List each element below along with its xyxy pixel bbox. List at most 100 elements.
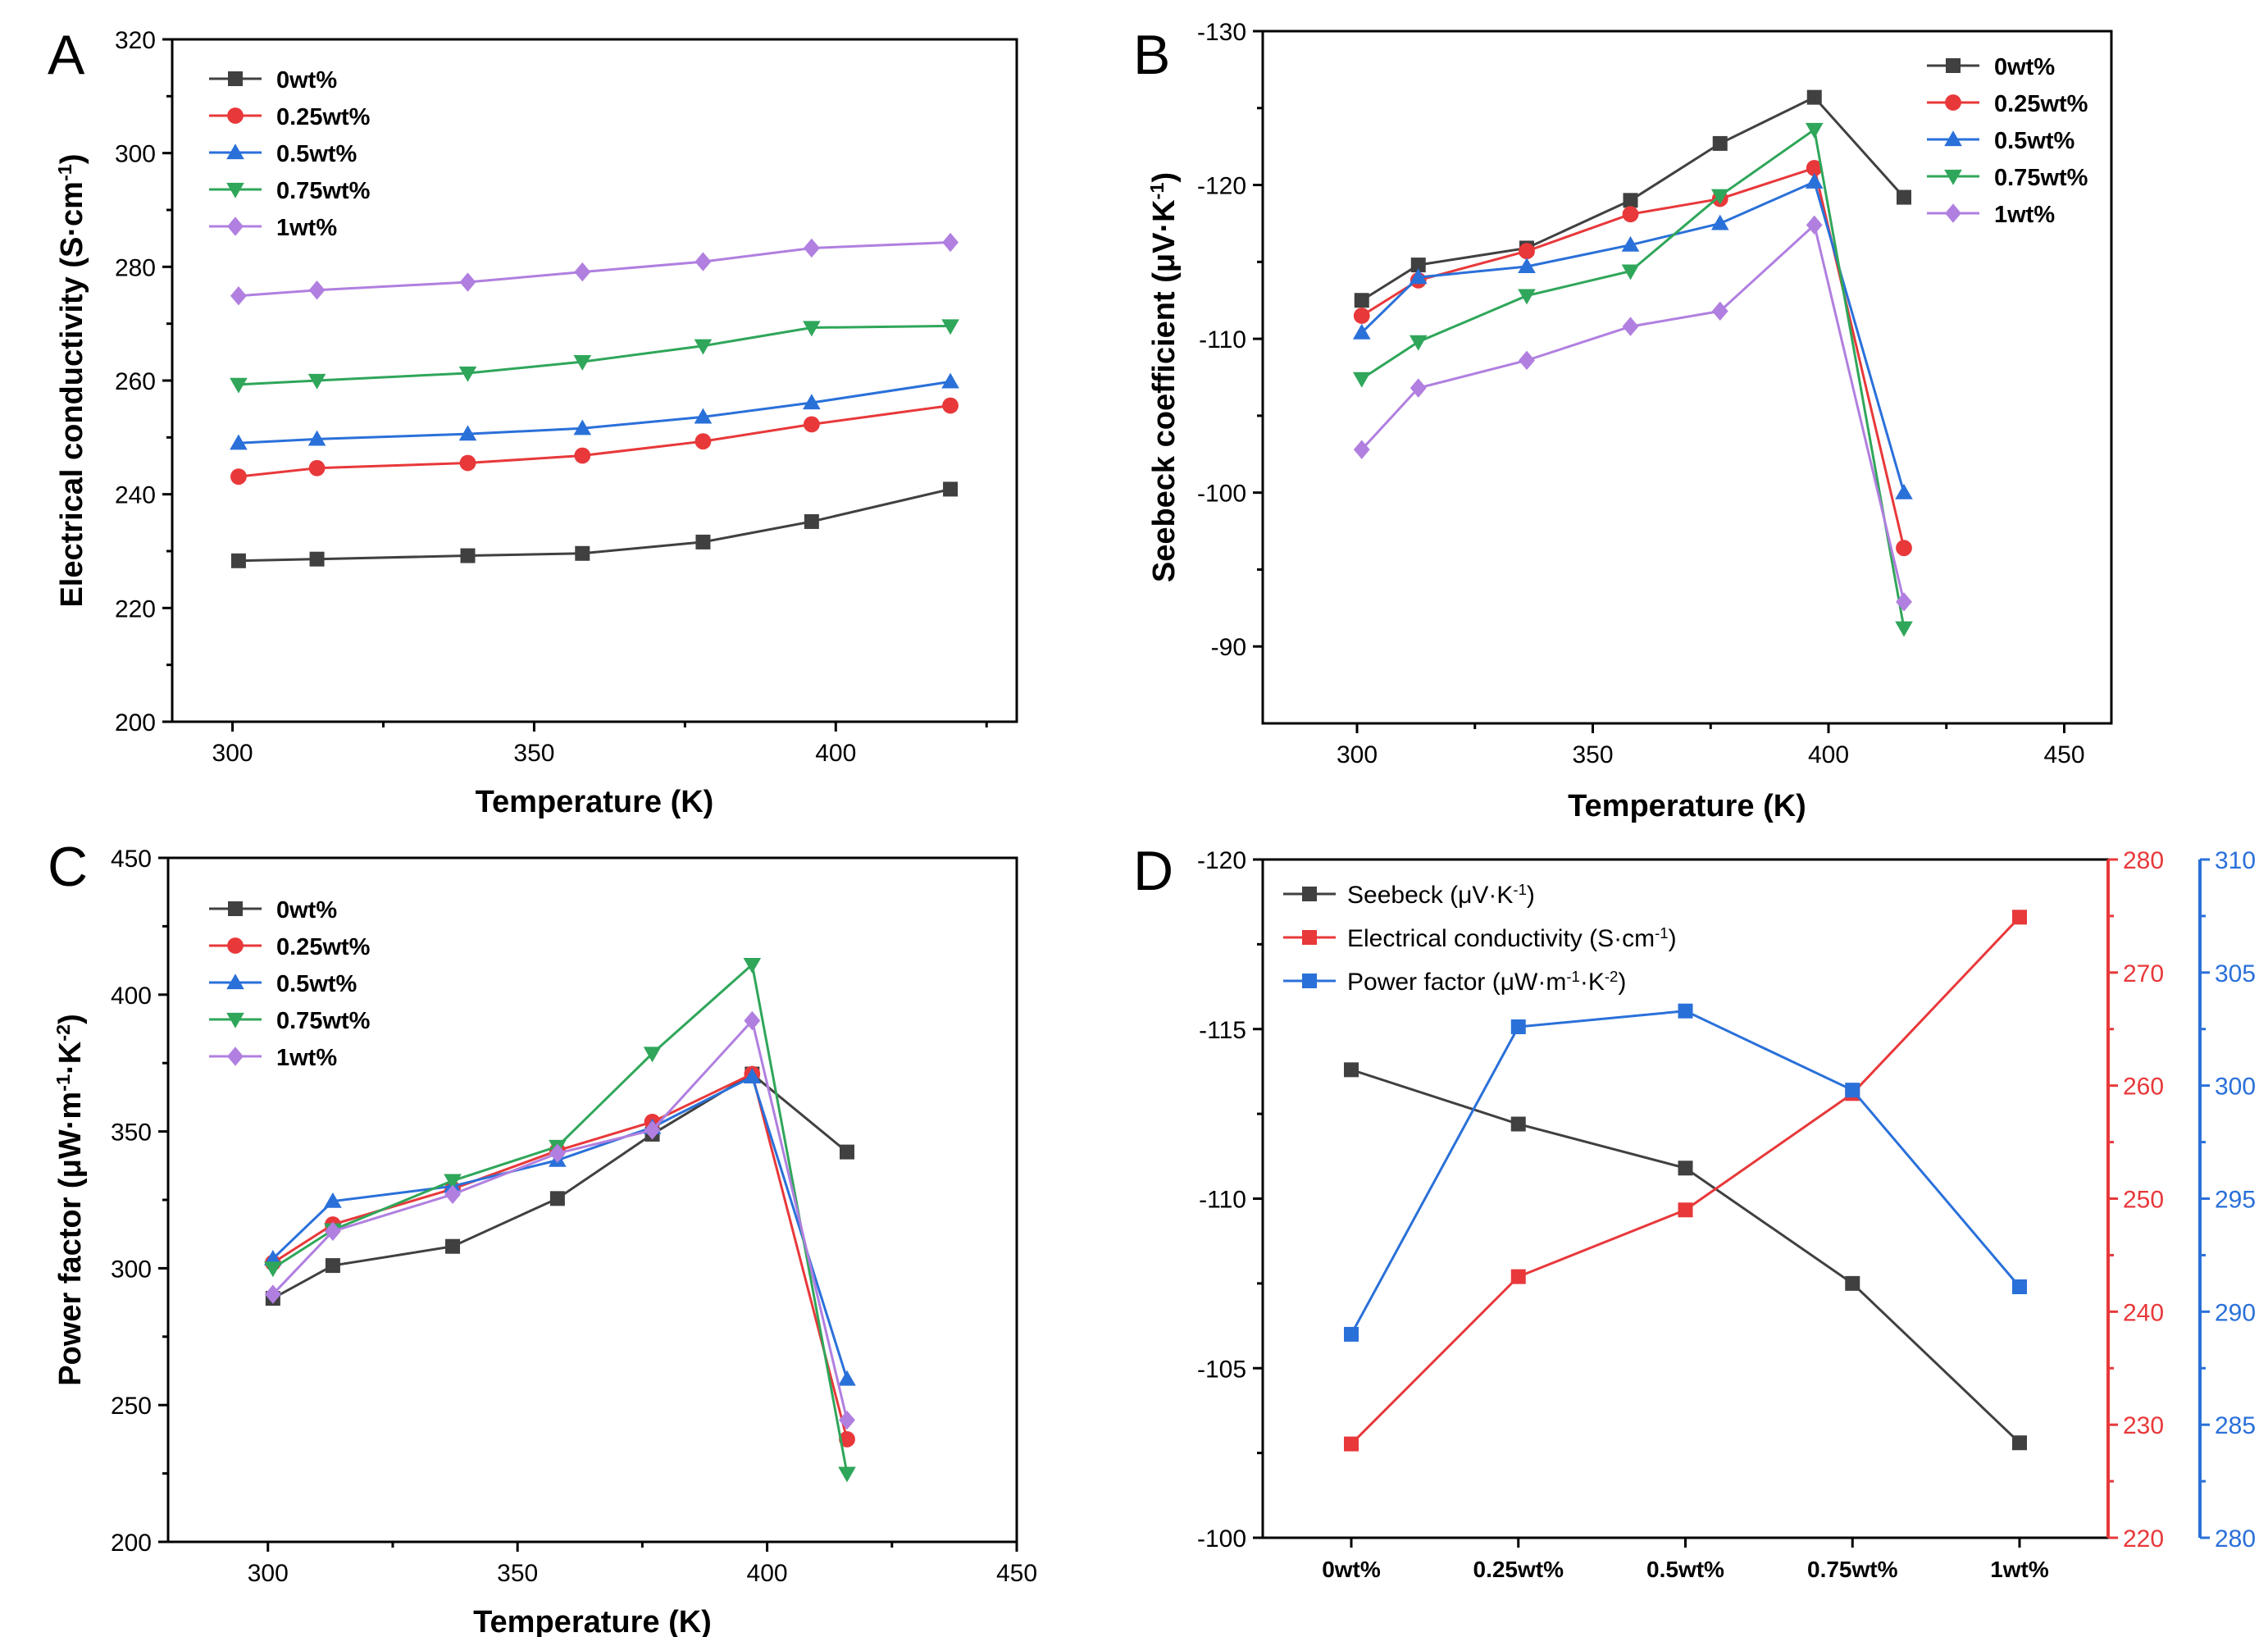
legend-item: 0.5wt% — [209, 141, 358, 167]
data-point — [695, 433, 712, 450]
data-point — [230, 553, 246, 568]
data-point — [1344, 1326, 1359, 1342]
data-point — [1510, 1269, 1526, 1284]
series-line — [238, 324, 951, 386]
series-line — [1350, 1068, 2021, 1444]
series-0-75wt — [230, 319, 959, 394]
right2-tick-label: 305 — [2215, 960, 2256, 987]
data-point — [444, 1174, 462, 1190]
legend-marker — [1945, 94, 1961, 111]
data-point — [1896, 592, 1912, 612]
data-point — [1805, 173, 1824, 189]
y-axis-title: Seebeck coefficient (μV·K-1) — [1146, 172, 1182, 582]
legend: 0wt% 0.25wt% 0.5wt% 0.75wt% 1wt% — [209, 67, 371, 241]
legend-label: 0wt% — [276, 897, 337, 923]
data-point — [574, 262, 591, 282]
data-point — [230, 377, 248, 394]
data-point — [941, 372, 959, 389]
y-tick-label: -115 — [1199, 1017, 1246, 1044]
series-line — [238, 487, 951, 563]
x-category-label: 0.25wt% — [1473, 1557, 1564, 1582]
legend-marker — [227, 107, 244, 124]
data-point — [695, 252, 712, 271]
data-point — [1678, 1202, 1693, 1218]
panel-label: C — [48, 836, 88, 898]
right2-tick-label: 300 — [2215, 1074, 2256, 1101]
series-0-5wt — [1352, 173, 1913, 499]
y-tick-label: 280 — [115, 254, 156, 281]
y-tick-label: 300 — [111, 1256, 152, 1283]
y-tick-label: 450 — [111, 846, 152, 873]
data-point — [1510, 1116, 1526, 1132]
data-point — [1518, 258, 1536, 274]
data-point — [1621, 235, 1640, 252]
y-axis-title: Electrical conductivity (S·cm-1) — [54, 153, 89, 607]
series-1wt — [264, 1010, 855, 1430]
legend-marker — [226, 144, 244, 160]
data-point — [264, 1284, 281, 1304]
data-point — [839, 1431, 855, 1448]
series-power-factor-w-m-1-k-2 — [1344, 1003, 2027, 1342]
right2-tick-label: 290 — [2215, 1299, 2256, 1326]
data-point — [1710, 189, 1729, 205]
x-category-label: 0.75wt% — [1807, 1557, 1898, 1582]
x-tick-label: 300 — [212, 740, 253, 767]
x-tick-label: 350 — [497, 1560, 538, 1587]
series-seebeck-v-k-1 — [1344, 1062, 2027, 1451]
series-1wt — [230, 232, 959, 306]
series-line — [1360, 222, 1906, 603]
data-point — [1895, 483, 1913, 499]
data-point — [575, 545, 590, 561]
data-point — [1712, 135, 1728, 151]
data-point — [1519, 350, 1535, 371]
y-axis-title: Power factor (μW·m-1·K-2) — [52, 1014, 88, 1386]
panel-label: A — [48, 24, 85, 86]
data-point — [325, 1258, 340, 1274]
legend-item: Power factor (μW·m-1·K-2) — [1283, 968, 1626, 996]
data-point — [1353, 440, 1370, 459]
data-point — [1806, 160, 1823, 176]
series-line — [271, 1074, 849, 1379]
legend-item: 0.25wt% — [209, 104, 371, 130]
legend-marker — [226, 1012, 244, 1028]
legend-marker — [226, 182, 244, 198]
right1-tick-label: 260 — [2123, 1074, 2164, 1101]
legend-item: 0wt% — [1927, 54, 2055, 80]
series-0-75wt — [1352, 122, 1913, 637]
data-point — [308, 459, 326, 477]
x-tick-label: 400 — [1808, 741, 1849, 768]
data-point — [744, 1010, 761, 1031]
data-point — [308, 280, 326, 300]
panel-label: D — [1133, 840, 1173, 902]
legend-marker — [227, 1046, 244, 1066]
data-point — [838, 1370, 856, 1386]
data-point — [325, 1221, 341, 1242]
series-0-75wt — [264, 958, 856, 1483]
data-point — [695, 534, 711, 549]
data-point — [264, 1261, 282, 1278]
y-tick-label: -100 — [1197, 481, 1246, 508]
data-point — [230, 285, 247, 306]
plot-frame — [166, 856, 1018, 1544]
series-line — [238, 380, 951, 445]
data-point — [1510, 1019, 1526, 1034]
data-point — [459, 454, 476, 472]
x-axis-title: Temperature (K) — [1568, 789, 1806, 823]
y-tick-label: 200 — [111, 1530, 152, 1557]
data-point — [444, 1184, 461, 1205]
legend-label: 0.25wt% — [1994, 91, 2088, 117]
series-line — [272, 962, 849, 1474]
legend-label: Electrical conductivity (S·cm-1) — [1347, 924, 1677, 953]
legend-label: 0.5wt% — [1994, 128, 2075, 154]
legend-label: 1wt% — [276, 215, 337, 241]
data-point — [803, 394, 821, 410]
x-category-label: 0.5wt% — [1646, 1557, 1724, 1582]
data-point — [307, 430, 326, 446]
data-point — [458, 366, 477, 382]
legend-marker — [227, 937, 244, 954]
y-tick-label: 400 — [111, 983, 152, 1010]
x-axis-title: Temperature (K) — [476, 785, 714, 819]
y-tick-label: 240 — [115, 482, 156, 509]
data-point — [1845, 1083, 1860, 1098]
